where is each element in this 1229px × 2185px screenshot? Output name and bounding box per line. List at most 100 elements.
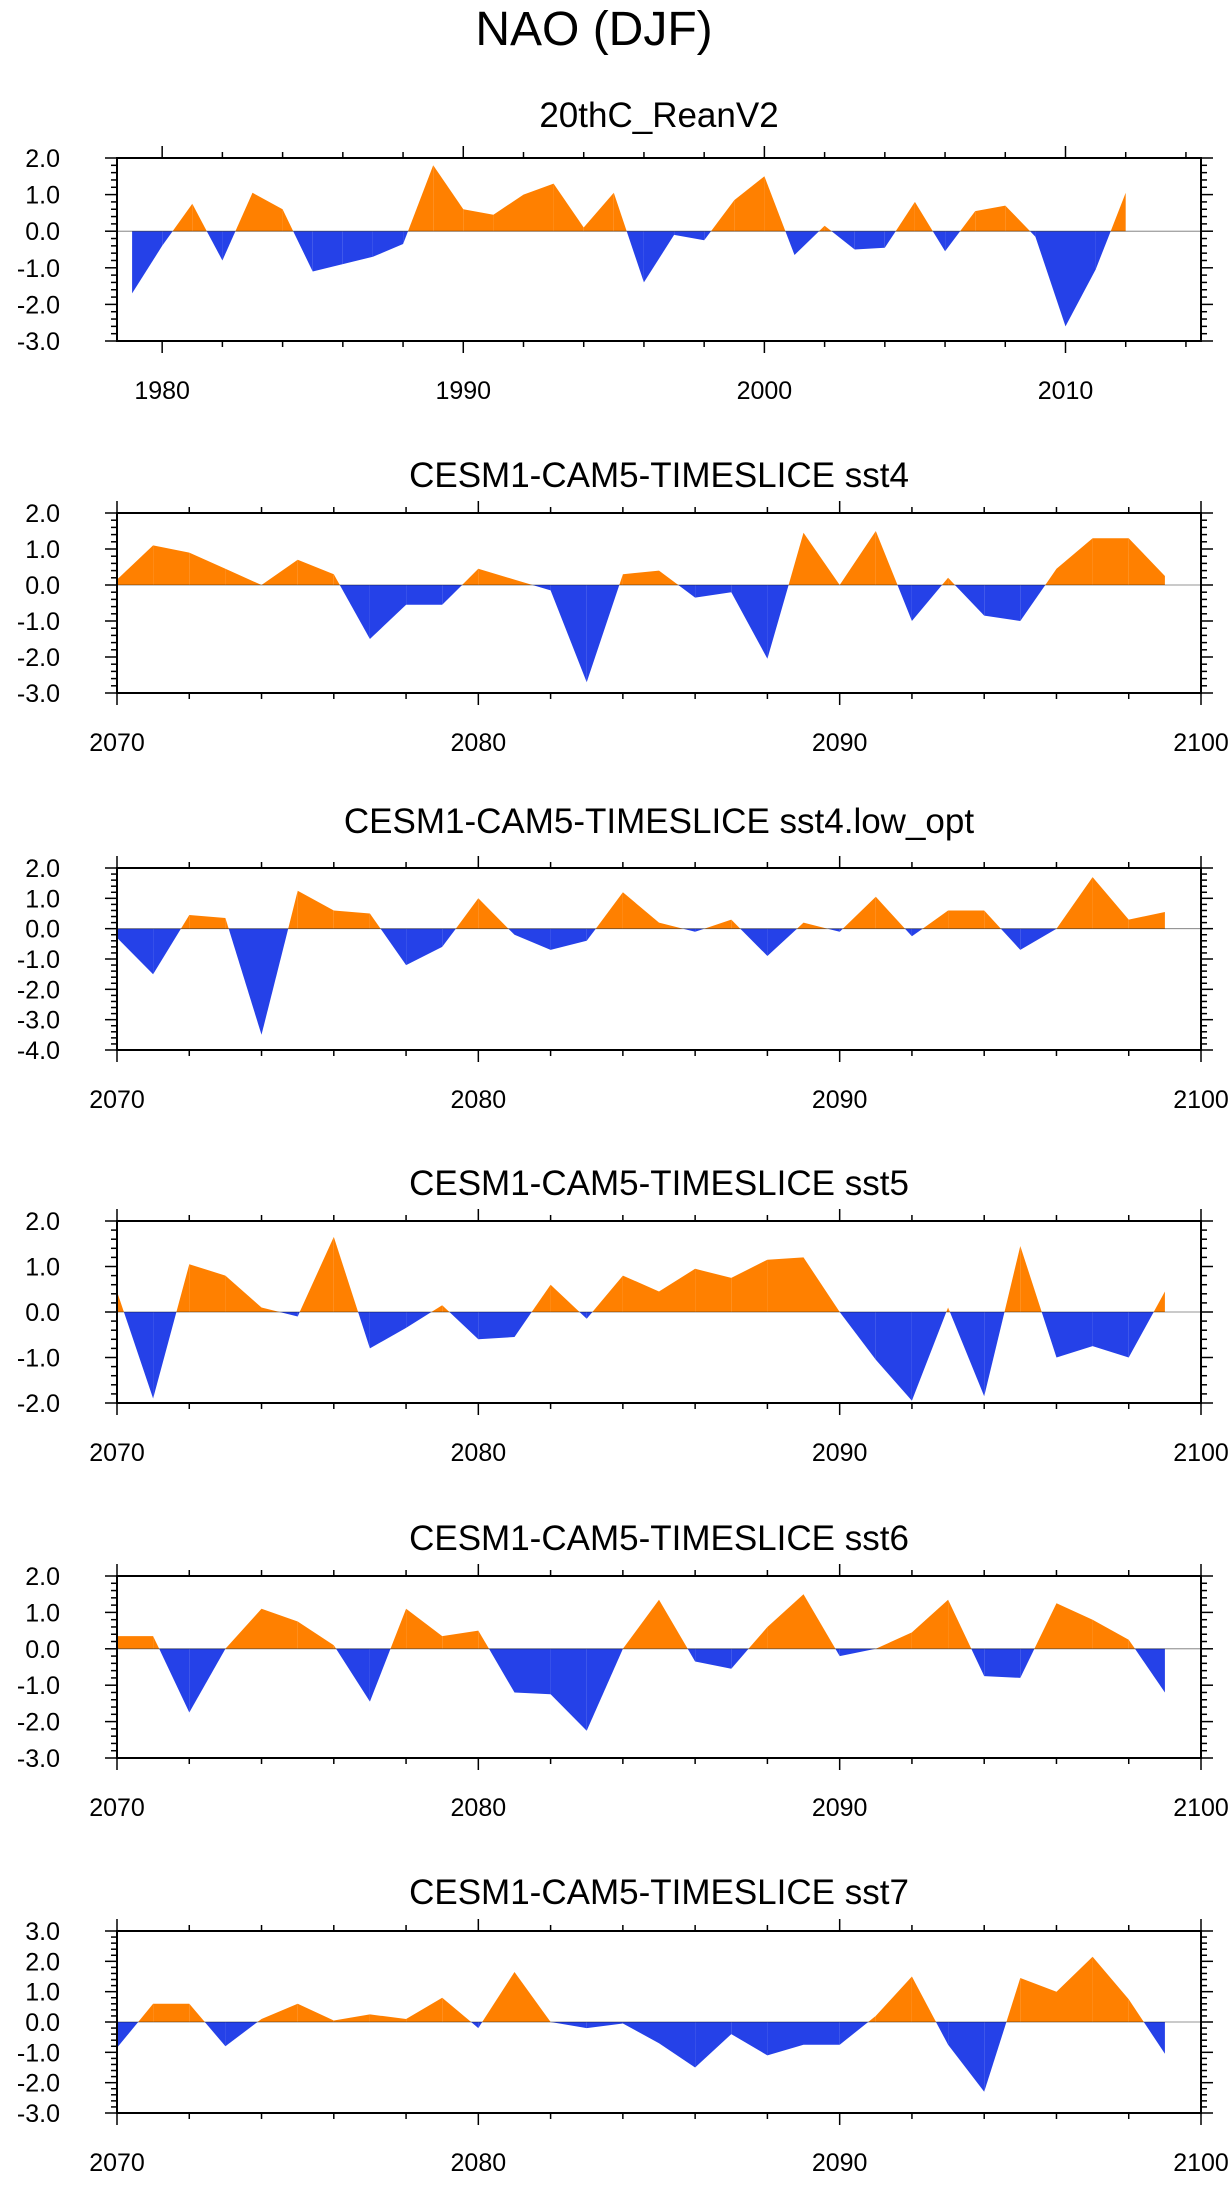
area-negative-segment [827,928,840,932]
area-positive-segment [431,1305,443,1312]
area-positive-segment [1006,1978,1021,2022]
y-tick-label: -1.0 [17,946,60,974]
area-negative-segment [905,928,912,937]
area-negative-segment [369,585,407,639]
area-positive-segment [767,1257,804,1312]
area-positive-segment [117,1636,154,1649]
area-positive-segment [583,192,614,232]
area-negative-segment [312,231,343,272]
area-negative-segment [550,2022,587,2029]
area-negative-segment [406,1312,432,1328]
area-negative-segment [159,1648,190,1713]
area-negative-segment [1030,231,1036,237]
area-negative-segment [550,1648,587,1731]
y-tick-label: -2.0 [17,2070,60,2098]
area-positive-segment [333,2014,370,2022]
area-positive-segment [911,1976,936,2022]
area-negative-segment [1035,231,1066,327]
area-negative-segment [1000,928,1021,950]
x-tick-label: 2080 [451,1439,507,1467]
x-tick-label: 2070 [89,1439,145,1467]
area-negative-segment [695,585,732,598]
area-positive-segment [514,1972,551,2022]
area-positive-segment [948,910,985,929]
area-positive-segment [984,910,1001,929]
area-positive-segment [592,1275,623,1312]
area-positive-segment [695,1268,732,1312]
area-positive-segment [1092,538,1129,585]
area-positive-segment [788,532,804,585]
y-tick-label: -1.0 [17,608,60,636]
x-tick-label: 1990 [435,377,491,405]
panel-4: CESM1-CAM5-TIMESLICE sst6 2.0 1.0 0.0 -1.0 -2… [17,1519,1229,1822]
area-negative-segment [767,928,797,956]
area-positive-segment [948,1307,950,1312]
area-negative-segment [293,231,313,272]
area-positive-segment [235,192,253,232]
area-positive-segment [478,898,509,929]
area-negative-segment [449,1312,479,1340]
area-negative-segment [478,2022,483,2029]
area-negative-segment [984,1648,1021,1678]
area-positive-segment [1092,1956,1129,2022]
area-negative-segment [206,231,223,261]
area-negative-segment [704,231,711,241]
area-negative-segment [695,1648,732,1669]
x-tick-label: 2080 [451,729,507,757]
area-negative-segment [579,1312,587,1319]
area-positive-segment [523,183,554,232]
panel-5: CESM1-CAM5-TIMESLICE sst7 3.02.0 1.00.0-1.… [17,1873,1229,2177]
area-negative-segment [586,1648,623,1731]
area-negative-segment [1020,585,1046,621]
area-negative-segment [204,2022,226,2047]
area-negative-segment [508,928,515,935]
y-tick-label: 1.0 [25,1599,60,1627]
area-positive-segment [731,1259,768,1312]
plot-frame [116,1575,1202,1759]
area-positive-segment [711,200,735,232]
area-positive-segment [153,1636,160,1649]
x-tick-label: 2100 [1173,1086,1229,1114]
area-positive-segment [911,1599,949,1649]
area-negative-segment [674,231,705,241]
y-tick-label: 0.0 [25,218,60,246]
area-positive-segment [659,922,684,929]
panel-0: 20thC_ReanV2 2.0 1.0 0.0 -1.0 -2.0 -3.0 1980 199… [17,96,1213,405]
area-positive-segment [839,531,876,585]
area-positive-segment [369,2014,407,2022]
area-negative-segment [839,1648,876,1657]
area-positive-segment [748,1627,768,1649]
area-positive-segment [406,1608,443,1649]
area-negative-segment [532,585,551,591]
area-positive-segment [297,1621,334,1649]
area-positive-segment [261,1608,298,1649]
area-negative-segment [839,928,843,932]
area-negative-segment [626,231,644,283]
x-tick-label: 2100 [1173,1794,1229,1822]
area-negative-segment [1143,2022,1165,2054]
y-tick-label: -2.0 [17,1390,60,1418]
area-negative-segment [153,1312,177,1399]
area-negative-segment [949,1312,985,1397]
area-negative-segment [1092,1312,1129,1358]
area-negative-segment [854,231,885,250]
area-positive-segment [297,890,334,929]
area-negative-segment [222,231,236,261]
x-tick-label: 2090 [812,2149,868,2177]
area-positive-segment [914,201,933,232]
x-tick-label: 2070 [89,1086,145,1114]
x-tick-label: 2000 [737,377,793,405]
area-positive-segment [333,1236,359,1312]
x-tick-label: 2090 [812,1439,868,1467]
area-positive-segment [1020,1978,1057,2022]
area-positive-segment [288,890,298,929]
area-negative-segment [1056,1312,1093,1358]
x-tick-label: 2010 [1038,377,1094,405]
plot-frame [116,157,1202,342]
area-negative-segment [643,231,675,283]
area-positive-segment [895,201,915,232]
y-tick-label: 1.0 [25,1979,60,2007]
area-negative-segment [911,928,923,937]
area-negative-segment [945,231,961,252]
